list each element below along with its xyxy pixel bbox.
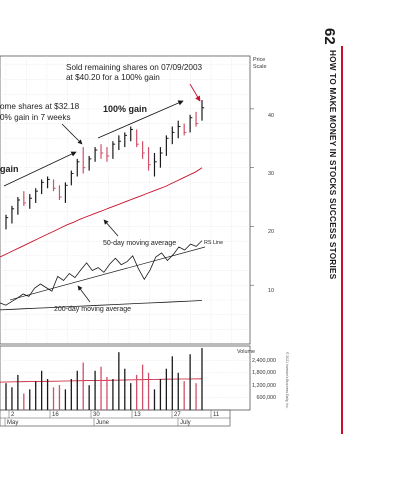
partial-sale-note: 0% gain in 7 weeks bbox=[0, 113, 71, 122]
page-number: 62 bbox=[321, 28, 338, 45]
price-grid bbox=[0, 55, 254, 345]
day-tick-label: 2 bbox=[11, 412, 15, 418]
partial-sale-note: ome shares at $32.18 bbox=[0, 102, 80, 111]
rs-line-label: RS Line bbox=[204, 240, 223, 246]
date-axis: 2 16 30 13 27 11 May June July bbox=[7, 412, 220, 426]
price-scale-title: Price bbox=[253, 57, 265, 63]
volume-bars bbox=[5, 348, 203, 410]
price-tick-label: 30 bbox=[268, 171, 274, 177]
volume-tick-label: 1,800,000 bbox=[252, 370, 276, 376]
price-bars bbox=[5, 100, 205, 230]
ma200-arrow bbox=[77, 285, 91, 303]
ma200-label: 200-day moving average bbox=[54, 306, 131, 313]
volume-title: Volume bbox=[237, 349, 255, 355]
volume-tick-label: 600,000 bbox=[257, 395, 277, 401]
price-scale-title: Scale bbox=[253, 64, 267, 70]
month-label: July bbox=[180, 420, 191, 426]
volume-tick-label: 1,200,000 bbox=[252, 383, 276, 389]
partial-sale-arrow bbox=[61, 123, 83, 145]
ma200-line bbox=[0, 300, 203, 311]
indicator-lines bbox=[0, 167, 206, 383]
gain-label-left: gain bbox=[0, 164, 19, 174]
day-tick-label: 16 bbox=[52, 412, 59, 418]
sold-note: at $40.20 for a 100% gain bbox=[66, 73, 160, 82]
gain-arrow-left bbox=[3, 151, 77, 187]
volume-tick-label: 2,400,000 bbox=[252, 358, 276, 364]
month-label: June bbox=[96, 420, 110, 426]
month-label: May bbox=[7, 420, 18, 426]
price-panel-frame bbox=[0, 55, 251, 345]
day-tick-label: 30 bbox=[93, 412, 100, 418]
sold-arrow bbox=[189, 83, 201, 102]
rs-trendline bbox=[9, 246, 206, 301]
day-tick-label: 27 bbox=[174, 412, 181, 418]
ma50-arrow bbox=[103, 219, 119, 237]
gain-arrow bbox=[97, 100, 184, 139]
day-tick-label: 11 bbox=[213, 412, 220, 418]
ma50-line bbox=[0, 167, 203, 258]
volume-scale: Volume 2,400,000 1,800,000 1,200,000 600… bbox=[237, 349, 276, 401]
price-scale: Price Scale 40 30 20 10 bbox=[253, 57, 274, 294]
chart-annotations: Sold remaining shares on 07/09/2003 at $… bbox=[0, 63, 223, 313]
sold-note: Sold remaining shares on 07/09/2003 bbox=[66, 63, 203, 72]
annotation-arrows bbox=[3, 83, 201, 303]
price-tick-label: 20 bbox=[268, 229, 274, 235]
rs-line bbox=[0, 240, 203, 306]
book-running-title: HOW TO MAKE MONEY IN STOCKS SUCCESS STOR… bbox=[328, 50, 337, 280]
accent-rule bbox=[341, 46, 343, 434]
copyright-notice: © 2021 Investor's Business Daily, Inc. bbox=[285, 352, 289, 409]
price-tick-label: 10 bbox=[268, 288, 274, 294]
price-tick-label: 40 bbox=[268, 113, 274, 119]
ma50-label: 50-day moving average bbox=[103, 240, 176, 247]
gain-label: 100% gain bbox=[103, 104, 147, 114]
day-tick-label: 13 bbox=[134, 412, 141, 418]
